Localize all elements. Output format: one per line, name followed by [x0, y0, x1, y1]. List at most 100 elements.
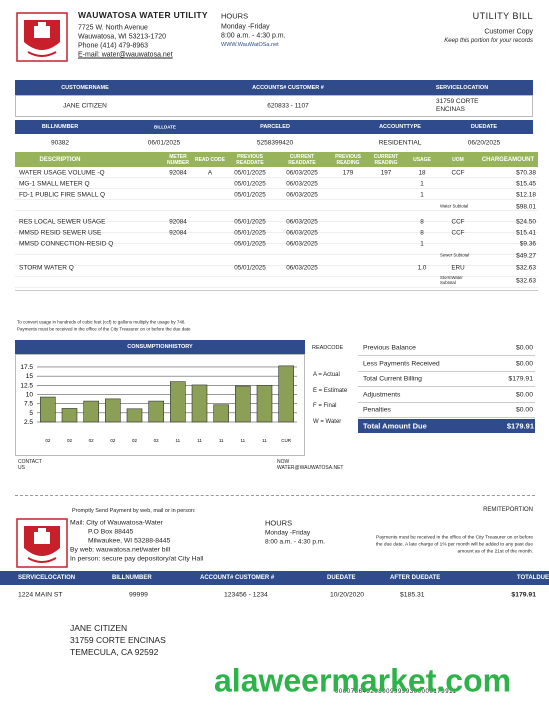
cell: 06/03/2025 — [286, 264, 318, 272]
mail-address: JANE CITIZEN — [70, 623, 128, 633]
column-header: USAGE — [413, 157, 431, 163]
cell: 05/01/2025 — [234, 180, 266, 188]
summary-rule — [358, 386, 535, 387]
cell: 179 — [342, 169, 354, 177]
cell: CCF — [451, 218, 465, 226]
x-tick-label: 11 — [240, 438, 245, 443]
remit-line: By web: wauwatosa.net/water bill — [70, 546, 171, 554]
mail-address: TEMECULA, CA 92592 — [70, 647, 159, 657]
bar — [61, 408, 78, 423]
bar — [83, 400, 99, 423]
summary-label: Adjustments — [363, 391, 401, 398]
mail-address: 31759 CORTE ENCINAS — [70, 635, 166, 645]
y-tick-label: 10 — [26, 391, 34, 398]
x-tick-label: 11 — [262, 438, 267, 443]
cell: ERU — [451, 264, 465, 272]
column-header: CUSTOMERNAME — [61, 85, 109, 91]
y-tick-label: 17.5 — [20, 364, 33, 371]
cell: 18 — [418, 169, 426, 177]
bar — [170, 381, 186, 423]
consumption-chart: 2.5 5 7.5 10 12.5 15 17.5 02 02 02 02 02 02 11 11 11 11 1… — [20, 364, 297, 443]
summary-rule — [358, 370, 535, 372]
hours-line: Monday -Friday — [221, 23, 270, 31]
note: To convert usage in hundreds of cubic fe… — [17, 319, 186, 325]
description: FD-1 PUBLIC FIRE SMALL Q — [19, 191, 106, 199]
description: STORM WATER Q — [19, 264, 74, 272]
address-line: E-mail: water@wauwatosa.net — [78, 51, 173, 59]
y-tick-label: 12.5 — [20, 382, 33, 389]
charge-amount: $24.50 — [516, 218, 536, 226]
address-line: Wauwatosa, WI 53213-1720 — [78, 33, 167, 41]
bar — [235, 385, 251, 423]
column-header: UOM — [452, 157, 464, 163]
column-header: READ CODE — [194, 157, 225, 163]
cell: 06/03/2025 — [286, 229, 318, 237]
header-band — [15, 120, 533, 134]
charge-amount: $12.18 — [516, 191, 536, 199]
total-band — [358, 419, 535, 433]
table-grid — [15, 167, 538, 291]
cell: 90382 — [50, 139, 70, 147]
x-tick-label: 02 — [67, 438, 73, 443]
hours-title: HOURS — [221, 11, 249, 21]
cell: 05/01/2025 — [234, 191, 266, 199]
description: RES LOCAL SEWER USAGE — [19, 218, 106, 226]
hours-line: 8:00 a.m. - 4:30 p.m. — [265, 538, 325, 546]
y-tick-label: 5 — [29, 410, 33, 417]
cell: CCF — [451, 169, 465, 177]
cell: 06/20/2025 — [467, 139, 501, 147]
remit-intro: Promptly Send Payment by web, mail or in… — [72, 508, 196, 514]
summary-value: $0.00 — [515, 344, 533, 352]
divider — [15, 495, 535, 496]
read-code: E = Estimate — [313, 387, 348, 394]
column-header: BILLNUMBER — [41, 124, 79, 130]
total-value: $179.91 — [506, 421, 534, 431]
x-tick-label: 02 — [45, 438, 51, 443]
column-header: ACCOUNT# CUSTOMER # — [200, 575, 275, 581]
copy-label: Customer Copy — [484, 28, 533, 36]
cell: CCF — [451, 229, 465, 237]
hours-line: 8:00 a.m. - 4:30 p.m. — [221, 32, 286, 40]
contact-label: CONTACT US — [18, 459, 42, 471]
cell: 5258399420 — [256, 139, 294, 147]
column-header: BILLNUMBER — [112, 575, 152, 581]
charge-amount: $15.41 — [516, 229, 536, 237]
column-header: DESCRIPTION — [39, 157, 81, 163]
bar — [105, 398, 121, 423]
cell: 05/01/2025 — [234, 264, 266, 272]
description: MG-1 SMALL METER Q — [19, 180, 90, 188]
cell: 06/03/2025 — [286, 180, 318, 188]
bar — [40, 396, 56, 423]
x-tick-label: 02 — [110, 438, 116, 443]
value-row — [15, 95, 533, 117]
remit-line: Milwaukee, WI 53288-8445 — [88, 537, 171, 545]
charge-amount: $98.01 — [516, 203, 536, 211]
column-header: BILLDATE — [154, 124, 176, 130]
cell: 1 — [420, 240, 424, 248]
cell: 8 — [420, 229, 424, 237]
x-tick-label: 02 — [89, 438, 95, 443]
remit-line: Mail: City of Wauwatosa-Water — [70, 519, 163, 527]
remit-line: P.O Box 88445 — [88, 528, 134, 536]
bar — [213, 404, 229, 423]
cell: 06/01/2025 — [147, 139, 181, 147]
column-header: DUEDATE — [470, 124, 498, 130]
cell: $179.91 — [511, 591, 536, 599]
total-label: Total Amount Due — [363, 421, 427, 431]
chart-title: CONSUMPTIONHISTORY — [127, 344, 193, 350]
website: WWW.WauWatOSa.net — [221, 42, 279, 48]
cell: 05/01/2025 — [234, 240, 266, 248]
cell: 05/01/2025 — [234, 218, 266, 226]
summary-value: $0.00 — [515, 406, 533, 414]
cell: $185.31 — [400, 591, 425, 599]
charge-amount: $70.38 — [516, 169, 536, 177]
summary-value: $179.91 — [508, 375, 533, 383]
read-code-title: READCODE — [312, 345, 344, 351]
read-code: A = Actual — [313, 372, 340, 378]
hours-title: HOURS — [265, 518, 293, 528]
cell: 123456 - 1234 — [224, 591, 268, 599]
cell: 197 — [380, 169, 392, 177]
summary-rule — [358, 401, 535, 403]
cell: A — [207, 169, 213, 177]
column-header: ACCOUNTS# CUSTOMER # — [252, 85, 324, 91]
